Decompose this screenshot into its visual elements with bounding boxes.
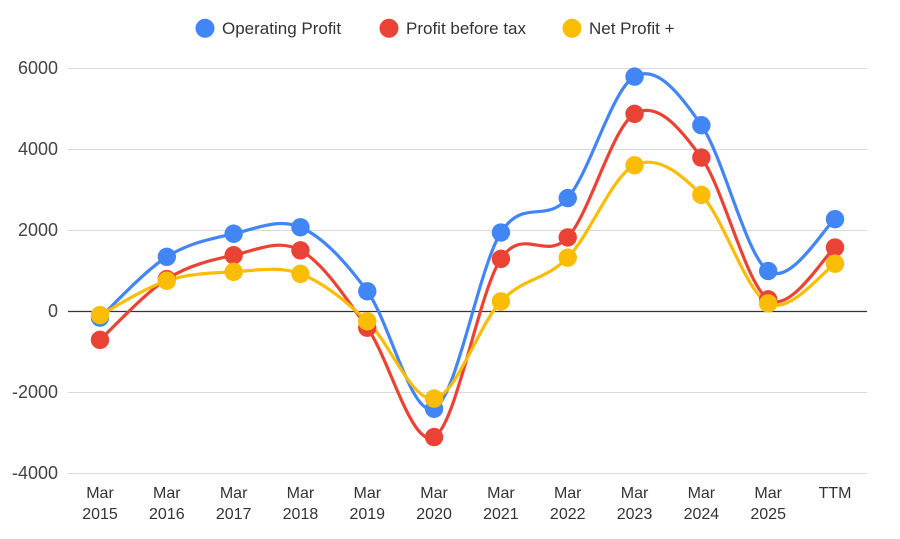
svg-text:2019: 2019 (349, 506, 385, 523)
svg-text:-4000: -4000 (12, 463, 58, 483)
svg-text:0: 0 (48, 301, 58, 321)
svg-text:Mar: Mar (621, 485, 649, 502)
svg-text:Mar: Mar (353, 485, 381, 502)
svg-text:Mar: Mar (86, 485, 114, 502)
svg-text:2024: 2024 (684, 506, 720, 523)
svg-text:Mar: Mar (487, 485, 515, 502)
svg-text:Mar: Mar (220, 485, 248, 502)
svg-text:Mar: Mar (688, 485, 716, 502)
svg-text:2015: 2015 (82, 506, 118, 523)
svg-text:2022: 2022 (550, 506, 586, 523)
svg-text:2016: 2016 (149, 506, 185, 523)
svg-text:TTM: TTM (819, 485, 852, 502)
svg-text:2000: 2000 (18, 220, 58, 240)
svg-text:Mar: Mar (754, 485, 782, 502)
svg-text:Mar: Mar (287, 485, 315, 502)
svg-text:2025: 2025 (750, 506, 786, 523)
svg-text:Mar: Mar (554, 485, 582, 502)
svg-text:Profit before tax: Profit before tax (406, 19, 527, 38)
svg-text:Net Profit +: Net Profit + (589, 19, 675, 38)
svg-text:4000: 4000 (18, 139, 58, 159)
svg-text:6000: 6000 (18, 58, 58, 78)
svg-text:-2000: -2000 (12, 382, 58, 402)
svg-text:Operating Profit: Operating Profit (222, 19, 341, 38)
svg-text:Mar: Mar (153, 485, 181, 502)
svg-text:2020: 2020 (416, 506, 452, 523)
svg-text:2018: 2018 (283, 506, 319, 523)
svg-text:2017: 2017 (216, 506, 252, 523)
svg-text:2023: 2023 (617, 506, 653, 523)
svg-text:2021: 2021 (483, 506, 519, 523)
svg-text:Mar: Mar (420, 485, 448, 502)
